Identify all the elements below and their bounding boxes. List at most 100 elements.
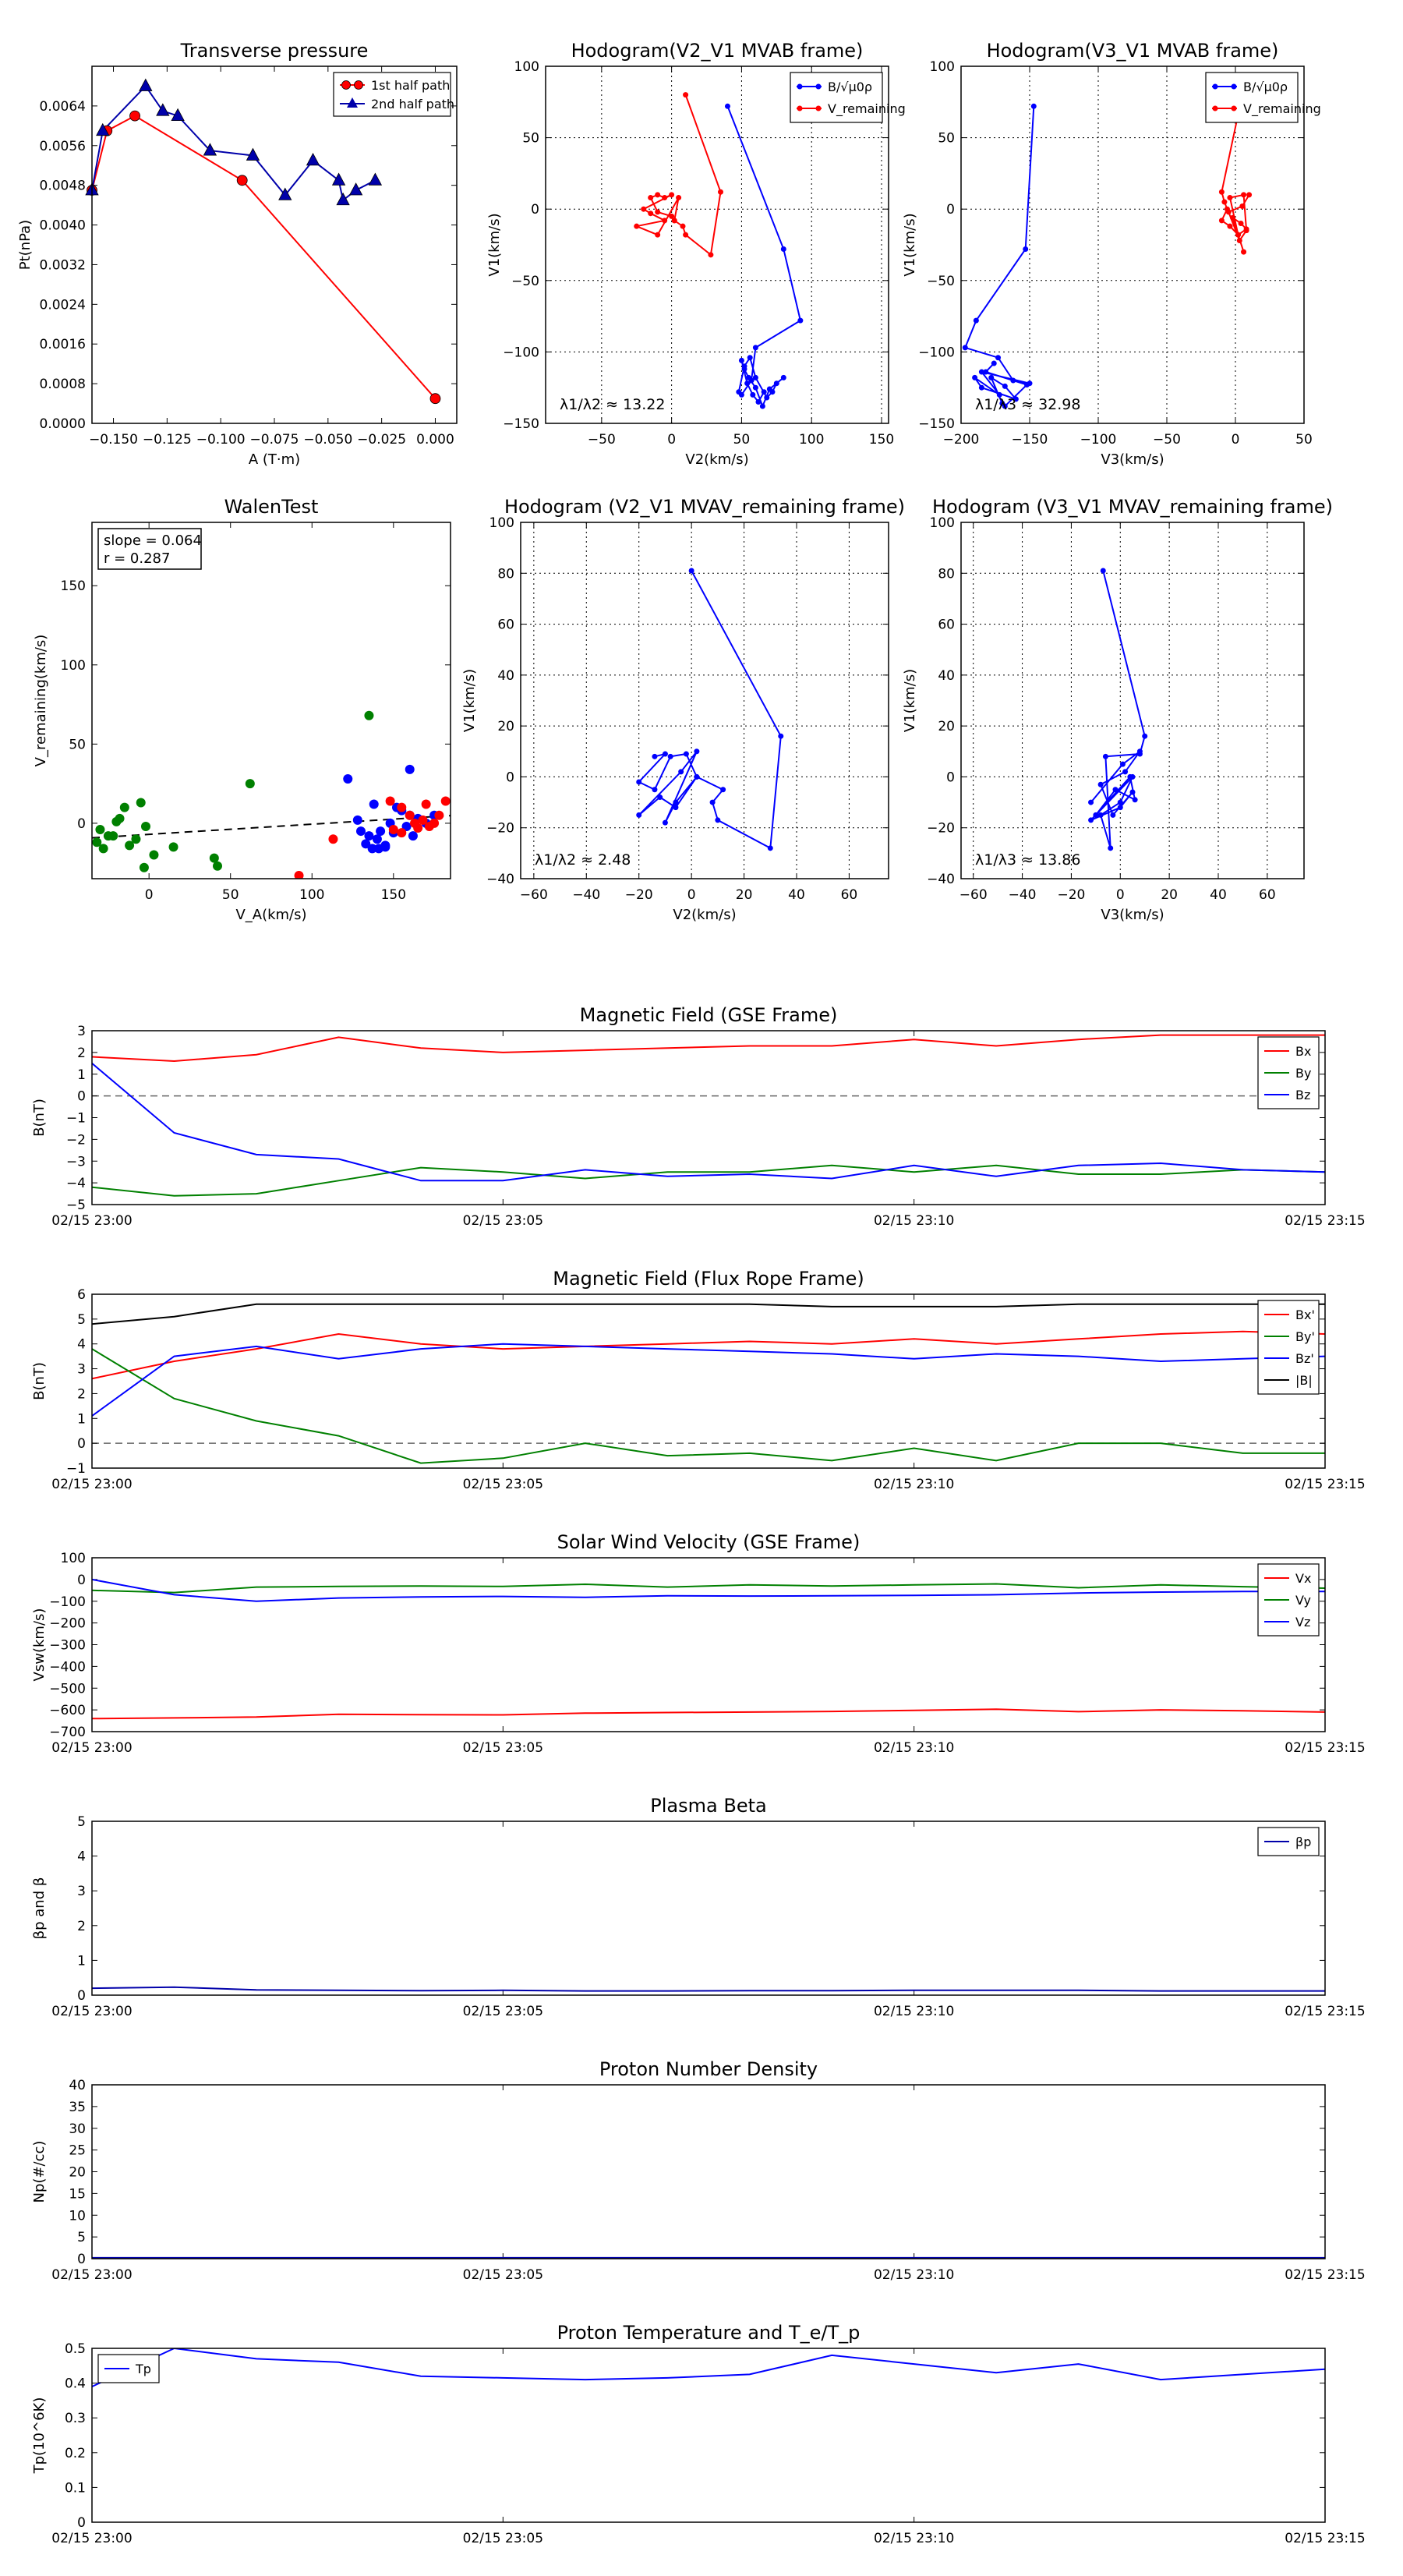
y-tick-label: 0.2 [65, 2446, 86, 2461]
data-point [429, 818, 440, 828]
data-point-triangle [171, 108, 185, 122]
data-point [648, 195, 654, 201]
series-line-1sthalfpath [92, 115, 436, 399]
data-point [708, 252, 714, 258]
legend-label: V_remaining [828, 101, 906, 117]
y-tick-label: 0.0000 [40, 416, 86, 432]
y-tick-label: 5 [77, 1312, 86, 1328]
panel-tp: Transverse pressure−0.150 −0.125 −0.100 −0.… [17, 40, 458, 468]
data-point [1221, 199, 1228, 205]
x-tick-label: 02/15 23:15 [1285, 2531, 1365, 2546]
x-tick-label: −150 [1012, 432, 1048, 448]
data-point [1227, 195, 1233, 201]
legend-marker [341, 80, 351, 90]
y-axis-label: Pt(nPa) [17, 220, 34, 270]
legend-label: By' [1295, 1329, 1315, 1344]
x-tick-label: 02/15 23:05 [463, 2531, 543, 2546]
plot-area [634, 92, 804, 409]
data-point [648, 211, 654, 217]
x-tick-label: −0.150 [89, 432, 138, 448]
data-point [440, 796, 451, 806]
data-point-triangle [368, 172, 383, 186]
data-point [759, 403, 765, 409]
data-point [676, 195, 682, 201]
data-point [671, 218, 677, 224]
data-point [1093, 812, 1099, 818]
chart-title: Hodogram (V2_V1 MVAV_remaining frame) [504, 496, 905, 518]
y-tick-label: 3 [77, 1884, 86, 1899]
y-tick-label: −100 [918, 345, 955, 360]
eigenvalue-ratio-annotation: λ1/λ2 ≈ 13.22 [560, 396, 665, 413]
y-tick-label: 100 [61, 1551, 86, 1566]
data-point [413, 823, 423, 833]
legend-box [790, 72, 883, 123]
data-point [328, 834, 338, 844]
y-tick-label: −20 [927, 821, 955, 837]
y-tick-label: 3 [77, 1024, 86, 1039]
data-point [683, 751, 689, 757]
x-tick-label: 50 [1295, 432, 1313, 448]
y-tick-label: 0 [77, 816, 86, 832]
data-point [1238, 221, 1244, 227]
x-tick-label: 0 [687, 887, 696, 903]
panel-ts_bfr: Magnetic Field (Flux Rope Frame) 02/15 23… [31, 1268, 1366, 1492]
data-point [1122, 769, 1129, 775]
data-point [209, 853, 219, 863]
x-tick-label: 150 [869, 432, 894, 448]
data-point [641, 206, 647, 212]
y-tick-label: 2 [77, 1046, 86, 1061]
x-tick-label: 20 [736, 887, 753, 903]
data-point [352, 815, 362, 825]
x-tick-label: 0 [1116, 887, 1125, 903]
chart-title: Hodogram (V3_V1 MVAV_remaining frame) [932, 496, 1333, 518]
y-tick-label: 0.0064 [40, 99, 86, 115]
data-point [634, 223, 640, 229]
y-tick-label: 0 [946, 202, 955, 218]
data-point [683, 232, 689, 238]
data-point [372, 834, 382, 844]
panel-ts_np: Proton Number Density 02/15 23:00 02/15 23… [31, 2058, 1366, 2283]
plot-frame [520, 522, 889, 879]
data-point [98, 844, 108, 854]
legend-marker [354, 80, 363, 90]
data-point [694, 773, 700, 780]
data-point [766, 386, 772, 392]
legend-label: Bx' [1295, 1307, 1315, 1322]
y-tick-label: −5 [66, 1198, 86, 1213]
x-tick-label: 02/15 23:00 [51, 2267, 132, 2283]
data-point [655, 209, 661, 215]
legend-label: B/√μ0ρ [1243, 80, 1288, 94]
y-axis-label: B(nT) [31, 1362, 48, 1400]
data-point-circle [236, 175, 248, 186]
data-point [408, 831, 418, 841]
chart-title: WalenTest [224, 496, 319, 518]
data-point [361, 839, 371, 849]
y-tick-label: −150 [918, 416, 955, 432]
y-tick-label: 30 [69, 2121, 86, 2137]
data-point [652, 787, 658, 793]
y-tick-label: 0.5 [65, 2341, 86, 2357]
data-point [356, 826, 366, 837]
data-point-triangle [156, 103, 170, 116]
data-point [750, 391, 756, 398]
y-tick-label: −100 [503, 345, 539, 360]
x-tick-label: 50 [222, 887, 239, 903]
data-point [717, 189, 723, 195]
x-tick-label: 02/15 23:10 [874, 2267, 954, 2283]
y-tick-label: −1 [66, 1111, 86, 1127]
data-point-triangle [336, 192, 350, 206]
y-tick-label: 0 [506, 770, 514, 785]
data-point [1023, 382, 1030, 388]
x-tick-label: 40 [788, 887, 805, 903]
panel-walen: WalenTest 0 50 100 150 0 50 100 150 V_A(km/s) V_re… [33, 496, 451, 923]
y-tick-label: −50 [511, 274, 539, 289]
legend-label: 1st half path [371, 78, 450, 93]
panel-hodo1: Hodogram(V2_V1 MVAB frame) −50 0 50 100 150 −1… [486, 40, 906, 468]
data-point-triangle [139, 78, 153, 91]
y-tick-label: 150 [61, 579, 86, 594]
x-tick-label: −60 [520, 887, 548, 903]
legend-label: Bz' [1295, 1351, 1314, 1366]
data-point [996, 391, 1002, 398]
x-tick-label: −20 [1057, 887, 1085, 903]
